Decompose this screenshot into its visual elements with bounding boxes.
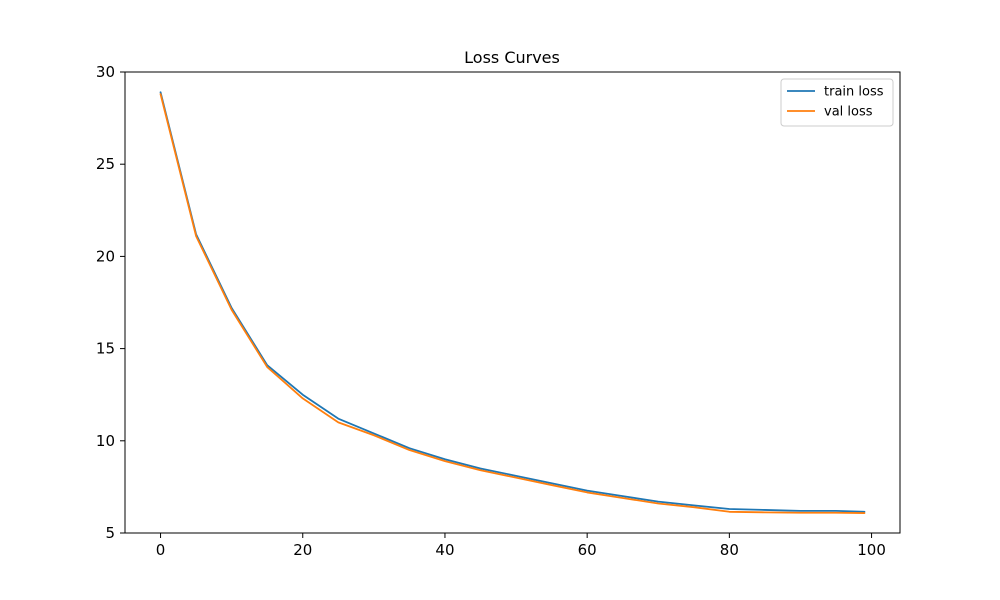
y-tick-label: 25: [96, 155, 115, 173]
y-tick-label: 15: [96, 340, 115, 358]
x-tick-label: 100: [857, 541, 886, 559]
series-layer: [159, 91, 866, 514]
legend: train loss val loss: [780, 78, 894, 127]
y-tick-label: 20: [96, 247, 115, 265]
series-line-train-loss: [159, 91, 866, 513]
y-tick-label: 30: [96, 63, 115, 81]
x-tick-label: 0: [156, 541, 166, 559]
y-tick-label: 10: [96, 432, 115, 450]
series-line-val-loss: [159, 93, 866, 514]
x-tick-label: 20: [293, 541, 312, 559]
axes: 0 20 40 60 80 100 5 10 15 20 25 30: [96, 63, 886, 559]
x-tick-label: 60: [578, 541, 597, 559]
legend-label: train loss: [824, 85, 884, 100]
chart-title: Loss Curves: [464, 48, 560, 67]
x-tick-label: 40: [435, 541, 454, 559]
x-tick-label: 80: [720, 541, 739, 559]
plot-area-frame: [124, 71, 901, 534]
y-tick-label: 5: [105, 524, 115, 542]
legend-label: val loss: [824, 105, 873, 120]
